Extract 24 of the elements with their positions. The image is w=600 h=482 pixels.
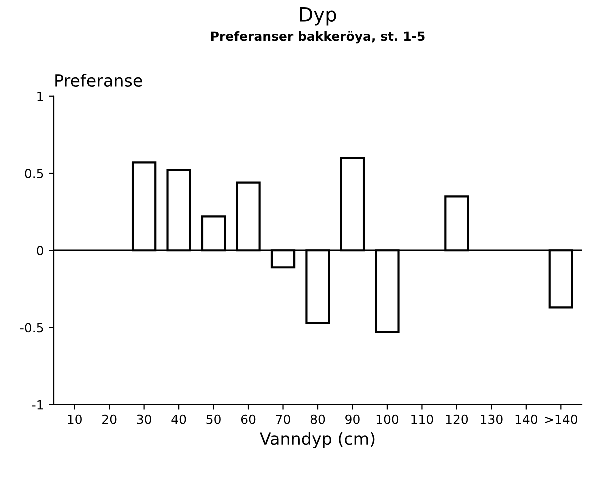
y-tick-label: 0	[37, 246, 44, 256]
x-tick-label: 110	[412, 414, 434, 424]
x-tick-label: 130	[481, 414, 503, 424]
x-tick-label: 40	[172, 414, 186, 424]
x-tick-label: >140	[545, 414, 578, 424]
x-tick-label: 70	[276, 414, 290, 424]
x-tick-label: 60	[241, 414, 256, 424]
y-tick-label: -0.5	[20, 323, 44, 333]
x-tick-label: 120	[446, 414, 468, 424]
x-tick-label: 50	[206, 414, 221, 424]
chart-title: Dyp	[300, 8, 336, 26]
x-axis-title: Vanndyp (cm)	[260, 432, 375, 448]
x-tick-label: 140	[516, 414, 538, 424]
x-tick-label: 10	[68, 414, 82, 424]
y-axis-title: Preferanse	[56, 74, 142, 87]
chart-subtitle: Preferanser bakkeröya, st. 1-5	[211, 31, 425, 44]
x-tick-label: 20	[102, 414, 117, 424]
y-tick-label: 0.5	[25, 168, 44, 178]
x-tick-label: 30	[137, 414, 152, 424]
x-tick-label: 100	[376, 414, 399, 424]
y-tick-label: -1	[32, 400, 44, 410]
x-tick-label: 90	[346, 414, 360, 424]
x-tick-label: 80	[310, 414, 326, 424]
y-tick-label: 1	[38, 92, 44, 102]
